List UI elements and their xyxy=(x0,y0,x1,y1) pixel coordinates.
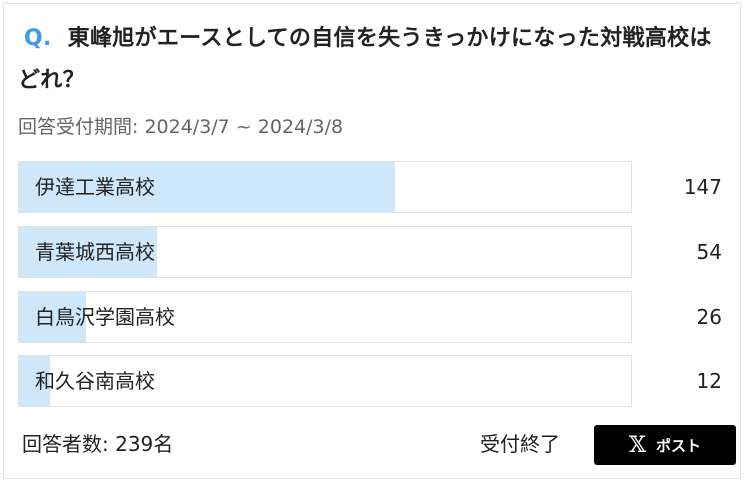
x-logo-icon: 𝕏 xyxy=(628,432,647,458)
poll-option: 白鳥沢学園高校 xyxy=(18,291,632,343)
poll-card xyxy=(3,3,741,479)
question-text: 東峰旭がエースとしての自信を失うきっかけになった対戦高校はどれ？ xyxy=(18,26,712,93)
vote-bar-fill xyxy=(19,292,86,342)
poll-option: 和久谷南高校 xyxy=(18,355,632,407)
option-label: 伊達工業高校 xyxy=(35,175,155,199)
vote-count: 12 xyxy=(696,369,722,393)
respondent-count: 回答者数: 239名 xyxy=(22,432,174,456)
vote-count: 147 xyxy=(683,175,722,199)
poll-option: 伊達工業高校 xyxy=(18,161,632,213)
poll-status: 受付終了 xyxy=(480,432,560,456)
vote-count: 26 xyxy=(696,305,722,329)
vote-count: 54 xyxy=(696,240,722,264)
poll-option: 青葉城西高校 xyxy=(18,226,632,278)
question-mark-label: Q. xyxy=(24,26,52,51)
answer-period: 回答受付期間: 2024/3/7 ~ 2024/3/8 xyxy=(18,116,344,138)
option-label: 青葉城西高校 xyxy=(35,240,155,264)
option-label: 白鳥沢学園高校 xyxy=(35,305,175,329)
vote-bar-fill xyxy=(19,227,158,277)
vote-bar-fill xyxy=(19,162,396,212)
option-label: 和久谷南高校 xyxy=(35,369,155,393)
post-button-label: ポスト xyxy=(656,436,702,455)
poll-question: Q. 東峰旭がエースとしての自信を失うきっかけになった対戦高校はどれ？ xyxy=(18,18,728,102)
vote-bar-fill xyxy=(19,356,50,406)
post-to-x-button[interactable]: 𝕏 ポスト xyxy=(594,425,736,465)
